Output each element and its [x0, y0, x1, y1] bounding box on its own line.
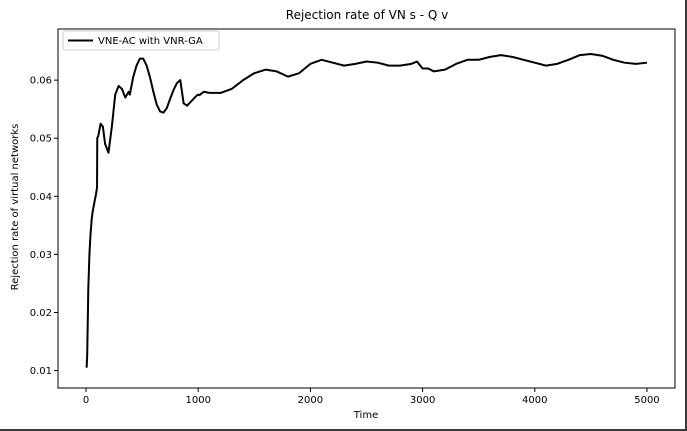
x-tick-label: 4000	[522, 395, 547, 406]
y-tick-label: 0.05	[30, 134, 52, 145]
y-tick-label: 0.06	[30, 76, 52, 87]
x-axis: 0 1000 2000 3000 4000 5000	[83, 388, 660, 406]
legend-box	[62, 30, 220, 51]
series-layer	[85, 52, 648, 368]
chart-title: Rejection rate of VN s - Q v	[286, 8, 448, 22]
y-tick-label: 0.04	[30, 192, 52, 203]
series-line	[85, 52, 648, 368]
x-tick-label: 1000	[186, 395, 211, 406]
y-tick-label: 0.03	[30, 250, 52, 261]
y-axis-title: Rejection rate of virtual networks	[10, 124, 21, 291]
y-tick-label: 0.02	[30, 308, 52, 319]
legend: VNE-AC with VNR-GA	[62, 30, 220, 51]
y-axis: 0.01 0.02 0.03 0.04 0.05 0.06	[30, 76, 58, 377]
x-axis-title: Time	[353, 410, 378, 421]
x-tick-label: 0	[83, 395, 89, 406]
x-tick-label: 3000	[410, 395, 435, 406]
x-tick-label: 2000	[298, 395, 323, 406]
plot-area	[57, 28, 676, 389]
y-tick-label: 0.01	[30, 366, 52, 377]
legend-label: VNE-AC with VNR-GA	[98, 36, 203, 47]
x-tick-label: 5000	[634, 395, 659, 406]
